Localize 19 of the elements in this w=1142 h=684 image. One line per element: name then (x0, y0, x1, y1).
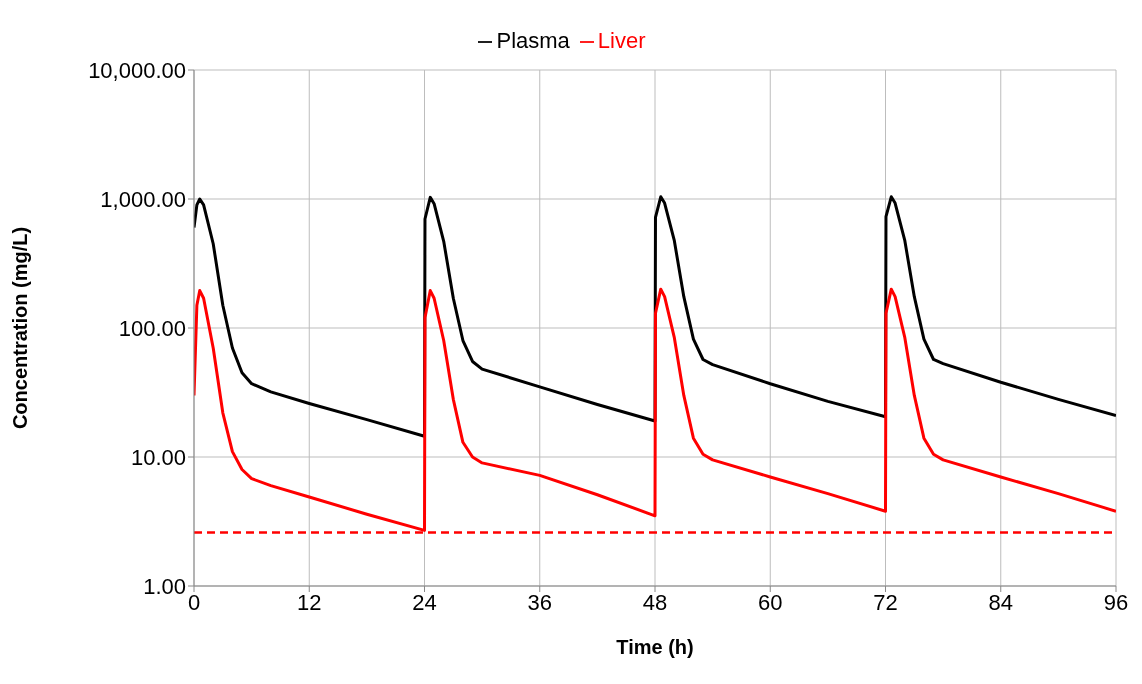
x-tick-label: 60 (758, 589, 783, 615)
x-tick-label: 84 (988, 589, 1013, 615)
y-tick-label: 10,000.00 (88, 57, 186, 83)
x-tick-label: 72 (873, 589, 898, 615)
x-axis-title: Time (h) (616, 636, 694, 658)
x-tick-label: 24 (412, 589, 437, 615)
x-tick-label: 36 (527, 589, 552, 615)
y-tick-label: 1,000.00 (100, 186, 186, 212)
y-tick-label: 10.00 (130, 444, 186, 470)
y-tick-label: 100.00 (118, 315, 186, 341)
x-tick-label: 96 (1103, 589, 1129, 615)
legend-label: Liver (597, 28, 646, 53)
y-tick-label: 1.00 (143, 573, 186, 599)
line-series (194, 287, 1116, 532)
x-tick-label: 0 (187, 589, 201, 615)
x-tick-label: 48 (642, 589, 668, 615)
legend-label: Plasma (496, 28, 570, 53)
y-axis-title: Concentration (mg/L) (9, 226, 32, 430)
x-tick-label: 12 (297, 589, 322, 615)
